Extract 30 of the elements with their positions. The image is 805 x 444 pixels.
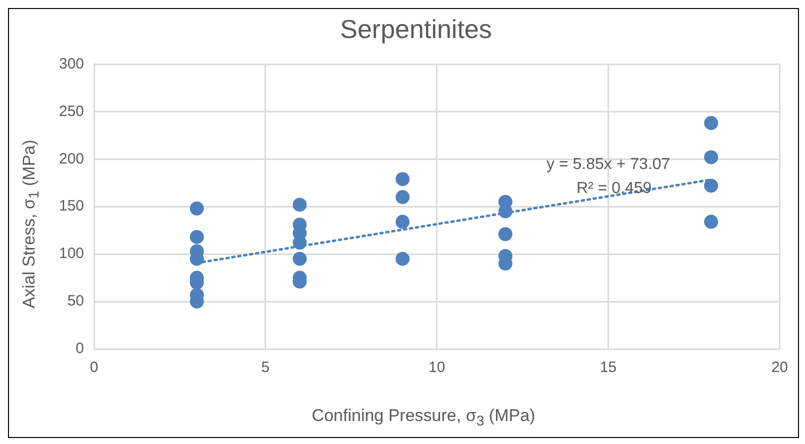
point — [704, 116, 718, 130]
annotation: y = 5.85x + 73.07 — [546, 156, 670, 174]
point — [190, 230, 204, 244]
y-tick-label: 300 — [58, 55, 84, 72]
x-axis-title: Confining Pressure, σ$_{3}$ (MPa) — [310, 406, 536, 429]
point — [704, 178, 718, 193]
x-tick-label: 0 — [90, 359, 98, 376]
point — [292, 236, 307, 250]
point — [396, 172, 410, 186]
y-tick-label: 100 — [58, 245, 84, 262]
y-tick-label: 200 — [58, 150, 84, 168]
point — [292, 252, 307, 266]
point — [498, 227, 512, 242]
y-tick-label: 50 — [67, 292, 84, 310]
point — [396, 214, 410, 229]
x-tick-label: 10 — [428, 359, 446, 376]
x-tick-label: 5 — [261, 359, 270, 376]
point — [704, 150, 718, 164]
point — [190, 202, 204, 216]
chart-title: Serpentinites — [340, 14, 492, 44]
point — [396, 190, 410, 204]
point — [704, 214, 718, 229]
x-tick-label: 15 — [600, 359, 617, 376]
x-tick-label: 20 — [771, 359, 788, 376]
y-tick-label: 250 — [58, 102, 84, 120]
y-tick-label: 150 — [58, 198, 84, 215]
point — [292, 198, 307, 212]
point — [396, 252, 410, 266]
annotation: R² = 0.459 — [576, 180, 652, 198]
y-tick-label: 0 — [76, 340, 84, 358]
